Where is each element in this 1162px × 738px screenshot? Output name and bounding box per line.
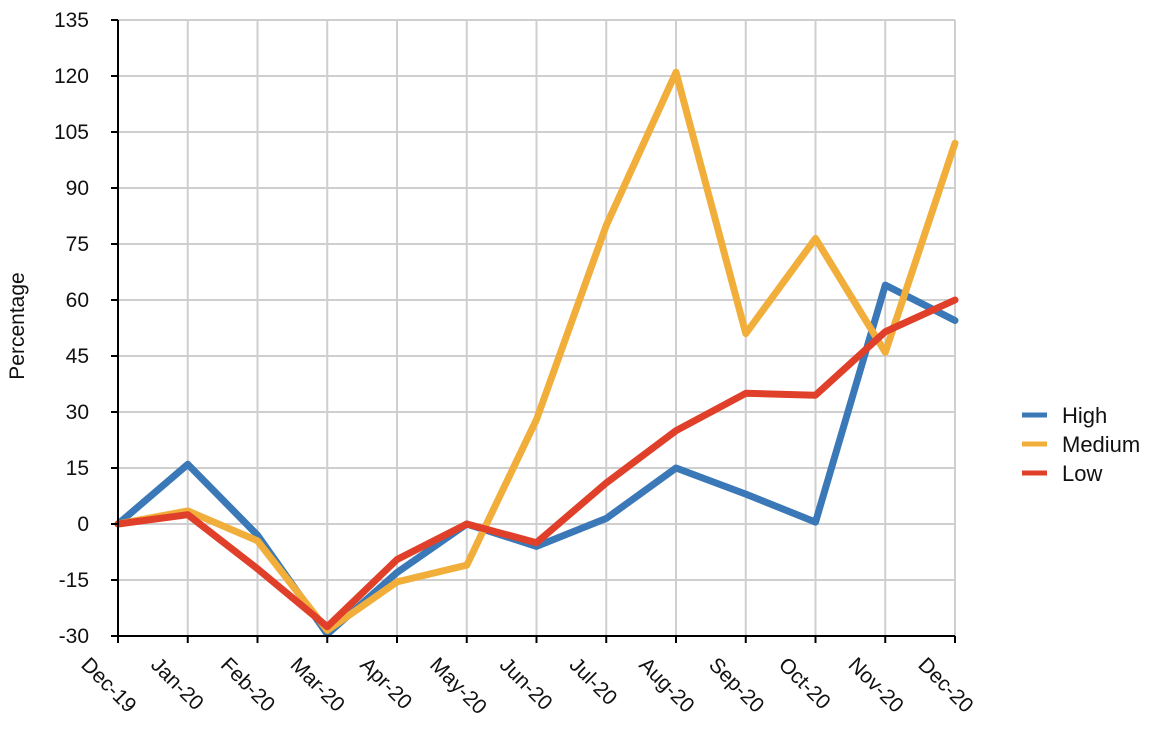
x-tick-label: Jul-20	[565, 653, 622, 710]
legend-label-high: High	[1062, 403, 1107, 428]
x-tick-label: Nov-20	[844, 653, 908, 717]
x-tick-labels: Dec-19 Jan-20 Feb-20 Mar-20 Apr-20 May-20 Jun-…	[76, 653, 977, 719]
y-tick-label: 120	[54, 65, 89, 88]
y-axis-title: Percentage	[6, 272, 29, 379]
series-lines	[114, 68, 959, 638]
y-tick-label: 30	[66, 401, 89, 424]
legend-label-medium: Medium	[1062, 432, 1140, 457]
x-tick-label: Aug-20	[634, 653, 698, 717]
x-tick-label: Dec-19	[76, 653, 140, 717]
x-tick-label: Mar-20	[286, 653, 349, 716]
y-tick-label: 45	[66, 345, 89, 368]
series-line-high	[114, 281, 959, 638]
x-tick-label: Dec-20	[913, 653, 977, 717]
y-tick-label: 135	[54, 9, 89, 32]
y-tick-label: 90	[66, 177, 89, 200]
y-tick-label: 105	[54, 121, 89, 144]
y-tick-label: -30	[59, 625, 89, 648]
y-tick-label: -15	[59, 569, 89, 592]
legend: High Medium Low	[1022, 403, 1140, 486]
x-tick-label: Jan-20	[146, 653, 208, 715]
series-line-medium	[114, 68, 959, 634]
y-tick-label: 0	[77, 513, 89, 536]
y-tick-labels: -30 -15 0 15 30 45 60 75 90 105 120 135	[54, 9, 89, 648]
legend-label-low: Low	[1062, 461, 1102, 486]
y-tick-label: 15	[66, 457, 89, 480]
x-tick-label: Oct-20	[774, 653, 835, 714]
axes	[111, 19, 956, 643]
x-tick-label: Jun-20	[495, 653, 557, 715]
x-tick-label: Sep-20	[704, 653, 768, 717]
x-tick-label: Apr-20	[355, 653, 416, 714]
y-tick-label: 75	[66, 233, 89, 256]
x-tick-label: May-20	[425, 653, 491, 719]
x-tick-label: Feb-20	[216, 653, 279, 716]
y-tick-label: 60	[66, 289, 89, 312]
series-line-low	[114, 296, 959, 631]
